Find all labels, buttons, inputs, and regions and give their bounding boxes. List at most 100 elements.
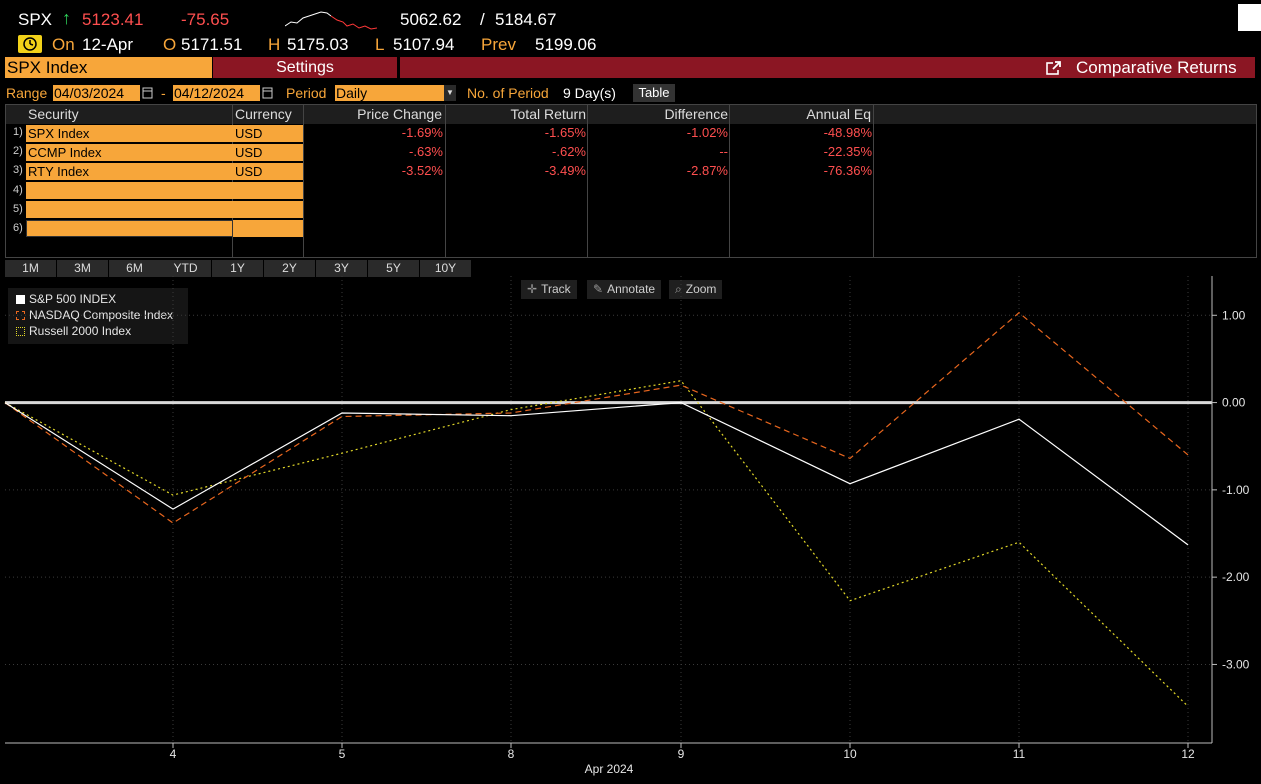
x-tick-label: 8 <box>508 747 515 761</box>
pencil-icon: ✎ <box>593 282 604 296</box>
row-number: 6) <box>13 222 23 234</box>
prev-value: 5199.06 <box>535 35 597 54</box>
security-cell[interactable]: SPX Index <box>26 125 233 142</box>
periods-value: 9 Day(s) <box>563 85 616 101</box>
end-date-field[interactable]: 04/12/2024 <box>173 85 260 101</box>
range-label: Range <box>6 85 48 101</box>
x-tick-label: 9 <box>678 747 685 761</box>
column-divider <box>873 105 874 257</box>
chart-legend[interactable]: S&P 500 INDEX NASDAQ Composite Index Rus… <box>8 288 188 344</box>
difference-cell: -2.87% <box>686 163 728 178</box>
security-cell[interactable] <box>26 201 233 218</box>
quote-date: 12-Apr <box>82 35 134 54</box>
external-link-icon[interactable] <box>1045 59 1063 77</box>
security-input[interactable] <box>26 220 233 237</box>
currency-cell[interactable] <box>233 201 303 218</box>
security-cell[interactable] <box>26 182 233 199</box>
ticker-bar: SPX ↑ 5123.41 -75.65 5062.62 / 5184.67 O… <box>0 0 1261 56</box>
total-return-cell: -.62% <box>552 144 586 159</box>
annual-eq-cell: -76.36% <box>823 163 872 178</box>
security-cell[interactable]: RTY Index <box>26 163 233 180</box>
series-line-2 <box>4 380 1189 707</box>
table-button[interactable]: Table <box>633 84 675 102</box>
difference-cell: -- <box>719 144 728 159</box>
currency-cell[interactable]: USD <box>233 163 303 180</box>
range-button-10y[interactable]: 10Y <box>420 260 471 277</box>
high-value: 5175.03 <box>287 35 349 54</box>
zoom-button[interactable]: ⌕ Zoom <box>669 280 723 299</box>
open-value: 5171.51 <box>181 35 243 54</box>
series-line-1 <box>4 311 1189 524</box>
x-axis-caption: Apr 2024 <box>585 762 634 776</box>
y-tick-label: -2.00 <box>1222 570 1250 584</box>
calendar-icon[interactable] <box>142 86 153 99</box>
range-button-5y[interactable]: 5Y <box>368 260 419 277</box>
y-tick-label: 1.00 <box>1222 308 1246 322</box>
row-number: 5) <box>13 203 23 215</box>
last-price: 5123.41 <box>82 10 144 29</box>
y-tick-label: -1.00 <box>1222 483 1250 497</box>
range-button-3m[interactable]: 3M <box>57 260 108 277</box>
range-button-1y[interactable]: 1Y <box>212 260 263 277</box>
price-change-cell: -.63% <box>409 144 443 159</box>
high-label: H <box>268 35 281 54</box>
period-value: Daily <box>336 85 368 101</box>
difference-cell: -1.02% <box>686 125 728 140</box>
annual-eq-cell: -22.35% <box>823 144 872 159</box>
track-button[interactable]: ✛ Track <box>521 280 577 299</box>
empty-field[interactable] <box>1238 4 1261 31</box>
header-difference[interactable]: Difference <box>664 106 728 122</box>
track-label: Track <box>541 282 571 296</box>
magnifier-icon: ⌕ <box>675 282 682 296</box>
header-annual-eq[interactable]: Annual Eq <box>806 106 871 122</box>
ticker-symbol: SPX <box>18 10 53 29</box>
series-line-0 <box>4 401 1189 546</box>
currency-cell[interactable] <box>233 182 303 199</box>
legend-swatch <box>16 327 25 336</box>
currency-cell[interactable] <box>233 220 303 237</box>
low-label: L <box>375 35 385 54</box>
on-label: On <box>52 35 75 54</box>
period-select[interactable]: Daily ▼ <box>335 85 456 101</box>
currency-cell[interactable]: USD <box>233 125 303 142</box>
function-title: Comparative Returns <box>1076 58 1237 77</box>
range-button-3y[interactable]: 3Y <box>316 260 367 277</box>
period-label: Period <box>286 85 327 101</box>
price-change-cell: -1.69% <box>401 125 443 140</box>
range-low: 5062.62 <box>400 10 462 29</box>
settings-tab[interactable]: Settings <box>213 57 397 78</box>
legend-item-rty[interactable]: Russell 2000 Index <box>16 324 131 338</box>
range-button-1m[interactable]: 1M <box>5 260 56 277</box>
range-high: 5184.67 <box>495 10 557 29</box>
x-tick-label: 10 <box>843 747 857 761</box>
range-button-2y[interactable]: 2Y <box>264 260 315 277</box>
annotate-button[interactable]: ✎ Annotate <box>587 280 662 299</box>
header-security[interactable]: Security <box>28 106 79 122</box>
legend-item-spx[interactable]: S&P 500 INDEX <box>16 292 116 306</box>
range-button-6m[interactable]: 6M <box>109 260 160 277</box>
header-currency[interactable]: Currency <box>235 106 292 122</box>
dropdown-arrow-icon[interactable]: ▼ <box>444 85 456 101</box>
security-tab[interactable]: SPX Index <box>5 57 212 78</box>
row-number: 4) <box>13 184 23 196</box>
legend-swatch <box>16 311 25 320</box>
security-cell[interactable]: CCMP Index <box>26 144 233 161</box>
legend-label: S&P 500 INDEX <box>29 292 117 306</box>
x-tick-label: 12 <box>1181 747 1195 761</box>
prev-label: Prev <box>481 35 516 54</box>
function-bar <box>400 57 1255 78</box>
header-price-change[interactable]: Price Change <box>357 106 442 122</box>
column-divider <box>445 105 446 257</box>
total-return-cell: -3.49% <box>544 163 586 178</box>
x-tick-label: 11 <box>1013 747 1026 761</box>
legend-label: Russell 2000 Index <box>29 324 132 338</box>
legend-swatch <box>16 295 25 304</box>
calendar-icon[interactable] <box>262 86 273 99</box>
sparkline-icon <box>285 11 377 30</box>
start-date-field[interactable]: 04/03/2024 <box>53 85 140 101</box>
range-button-ytd[interactable]: YTD <box>160 260 211 277</box>
y-tick-label: 0.00 <box>1222 396 1246 410</box>
header-total-return[interactable]: Total Return <box>510 106 586 122</box>
currency-cell[interactable]: USD <box>233 144 303 161</box>
